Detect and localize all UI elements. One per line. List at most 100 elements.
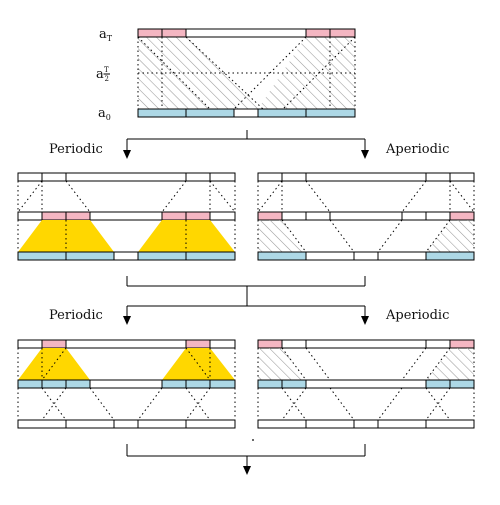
array-cell — [17, 172, 236, 182]
aperiodic-hatch-left — [258, 220, 306, 252]
top-left-hatch — [138, 37, 263, 109]
array-cell — [17, 379, 43, 389]
periodic-block-left — [18, 348, 90, 380]
label-a-top: aT — [99, 27, 113, 43]
dotted-guide — [401, 180, 427, 213]
branch-periodic: Periodic — [49, 308, 103, 323]
dotted-guide — [401, 347, 427, 381]
dotted-guide — [377, 387, 403, 421]
array-cell — [185, 211, 211, 221]
array-cell — [305, 28, 331, 38]
branch-aperiodic: Aperiodic — [385, 308, 449, 323]
label-a-mid: a — [96, 67, 104, 82]
aperiodic-hatch-right — [426, 220, 474, 252]
array-cell — [257, 379, 283, 389]
aperiodic-hatch-left — [258, 348, 306, 380]
dotted-guide — [257, 180, 283, 213]
array-cell — [257, 172, 475, 182]
array-cell — [65, 379, 91, 389]
array-cell — [161, 211, 187, 221]
row-a-top — [137, 28, 356, 38]
array-cell — [113, 251, 139, 261]
dotted-guide — [377, 219, 403, 253]
label-part: a — [98, 106, 106, 121]
branch-aperiodic: Aperiodic — [385, 142, 449, 157]
arrow-head — [123, 150, 131, 159]
array-cell — [185, 379, 211, 389]
array-cell — [17, 419, 236, 429]
label-part: 0 — [106, 113, 111, 122]
array-cell — [17, 211, 236, 221]
array-cell — [185, 339, 211, 349]
periodic-block-right — [162, 348, 235, 380]
dotted-guide — [17, 180, 43, 213]
array-cell — [257, 419, 475, 429]
tree-level-3 — [126, 439, 366, 475]
arrow-head — [243, 466, 251, 475]
array-cell — [41, 379, 67, 389]
array-cell — [329, 28, 356, 38]
label-part: a — [96, 67, 104, 82]
array-cell — [257, 211, 283, 221]
array-cell — [257, 211, 475, 221]
label-a-mid-num: T — [104, 66, 109, 74]
array-cell — [281, 379, 307, 389]
periodic-block-right — [138, 220, 235, 252]
array-cell — [305, 251, 355, 261]
dot-marker — [252, 439, 254, 441]
array-cell — [449, 339, 475, 349]
array-cell — [449, 379, 475, 389]
dotted-guide — [137, 387, 163, 421]
level1-periodic-panel — [17, 172, 236, 261]
dotted-guide — [305, 347, 331, 381]
array-cell — [425, 379, 451, 389]
array-cell — [185, 251, 236, 261]
array-cell — [257, 251, 307, 261]
array-cell — [137, 251, 187, 261]
row-a-bottom — [137, 108, 356, 118]
array-cell — [305, 108, 356, 118]
array-cell — [161, 28, 187, 38]
dotted-guide — [329, 387, 355, 421]
array-cell — [65, 251, 115, 261]
array-cell — [257, 339, 283, 349]
array-cell — [137, 108, 187, 118]
array-cell — [209, 379, 236, 389]
dotted-guide — [329, 219, 355, 253]
array-cell — [425, 251, 475, 261]
top-diagram: aT a T 2 a0 — [96, 27, 356, 122]
tree-level-2: Periodic Aperiodic — [49, 276, 449, 325]
array-cell — [41, 339, 67, 349]
array-cell — [89, 379, 163, 389]
array-cell — [449, 211, 475, 221]
arrow-head — [361, 150, 369, 159]
tree-level-1: Periodic Aperiodic — [49, 130, 449, 159]
dotted-guide — [161, 180, 187, 213]
arrow-head — [123, 316, 131, 325]
array-cell — [65, 211, 91, 221]
branch-periodic: Periodic — [49, 142, 103, 157]
array-cell — [161, 379, 187, 389]
dotted-guide — [209, 180, 236, 213]
arrow-head — [361, 316, 369, 325]
level2-periodic-panel — [17, 339, 236, 429]
array-cell — [17, 339, 236, 349]
aperiodic-hatch-right — [426, 348, 474, 380]
level2-aperiodic-panel — [257, 339, 475, 429]
level1-aperiodic-panel — [257, 172, 475, 261]
dotted-guide — [305, 180, 331, 213]
array-cell — [353, 251, 379, 261]
label-a-mid-den: 2 — [105, 75, 109, 83]
top-right-hatch — [258, 37, 355, 109]
array-cell — [233, 108, 259, 118]
array-cell — [305, 379, 427, 389]
label-part: T — [107, 34, 113, 43]
dotted-guide — [65, 180, 91, 213]
array-cell — [257, 108, 307, 118]
array-cell — [41, 211, 67, 221]
label-a-bottom: a0 — [98, 106, 111, 122]
array-cell — [377, 251, 427, 261]
label-part: a — [99, 27, 107, 42]
periodic-block-left — [18, 220, 114, 252]
